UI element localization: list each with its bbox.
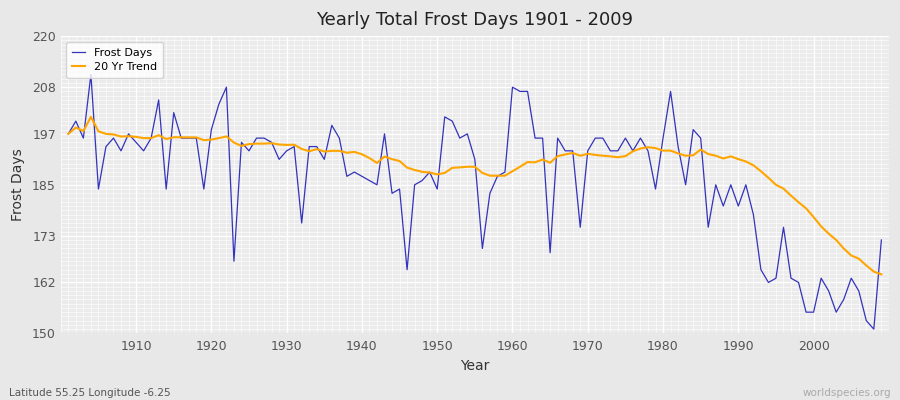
X-axis label: Year: Year [460,359,490,373]
20 Yr Trend [605,154,616,159]
20 Yr Trend [86,114,96,119]
20 Yr Trend [341,150,352,155]
20 Yr Trend [507,169,517,174]
Frost Days [605,148,616,153]
Frost Days [507,85,517,90]
20 Yr Trend [876,272,886,277]
Frost Days [63,132,74,136]
Legend: Frost Days, 20 Yr Trend: Frost Days, 20 Yr Trend [67,42,163,78]
Frost Days [515,89,526,94]
20 Yr Trend [515,164,526,169]
Frost Days [86,72,96,77]
Line: Frost Days: Frost Days [68,74,881,329]
Line: 20 Yr Trend: 20 Yr Trend [68,117,881,274]
Y-axis label: Frost Days: Frost Days [11,148,25,221]
Frost Days [876,238,886,242]
Frost Days [130,140,141,145]
Frost Days [868,327,879,332]
20 Yr Trend [63,132,74,136]
20 Yr Trend [296,146,307,151]
Title: Yearly Total Frost Days 1901 - 2009: Yearly Total Frost Days 1901 - 2009 [316,11,634,29]
Text: Latitude 55.25 Longitude -6.25: Latitude 55.25 Longitude -6.25 [9,388,171,398]
Frost Days [341,174,352,179]
20 Yr Trend [130,134,141,139]
Frost Days [296,221,307,226]
Text: worldspecies.org: worldspecies.org [803,388,891,398]
